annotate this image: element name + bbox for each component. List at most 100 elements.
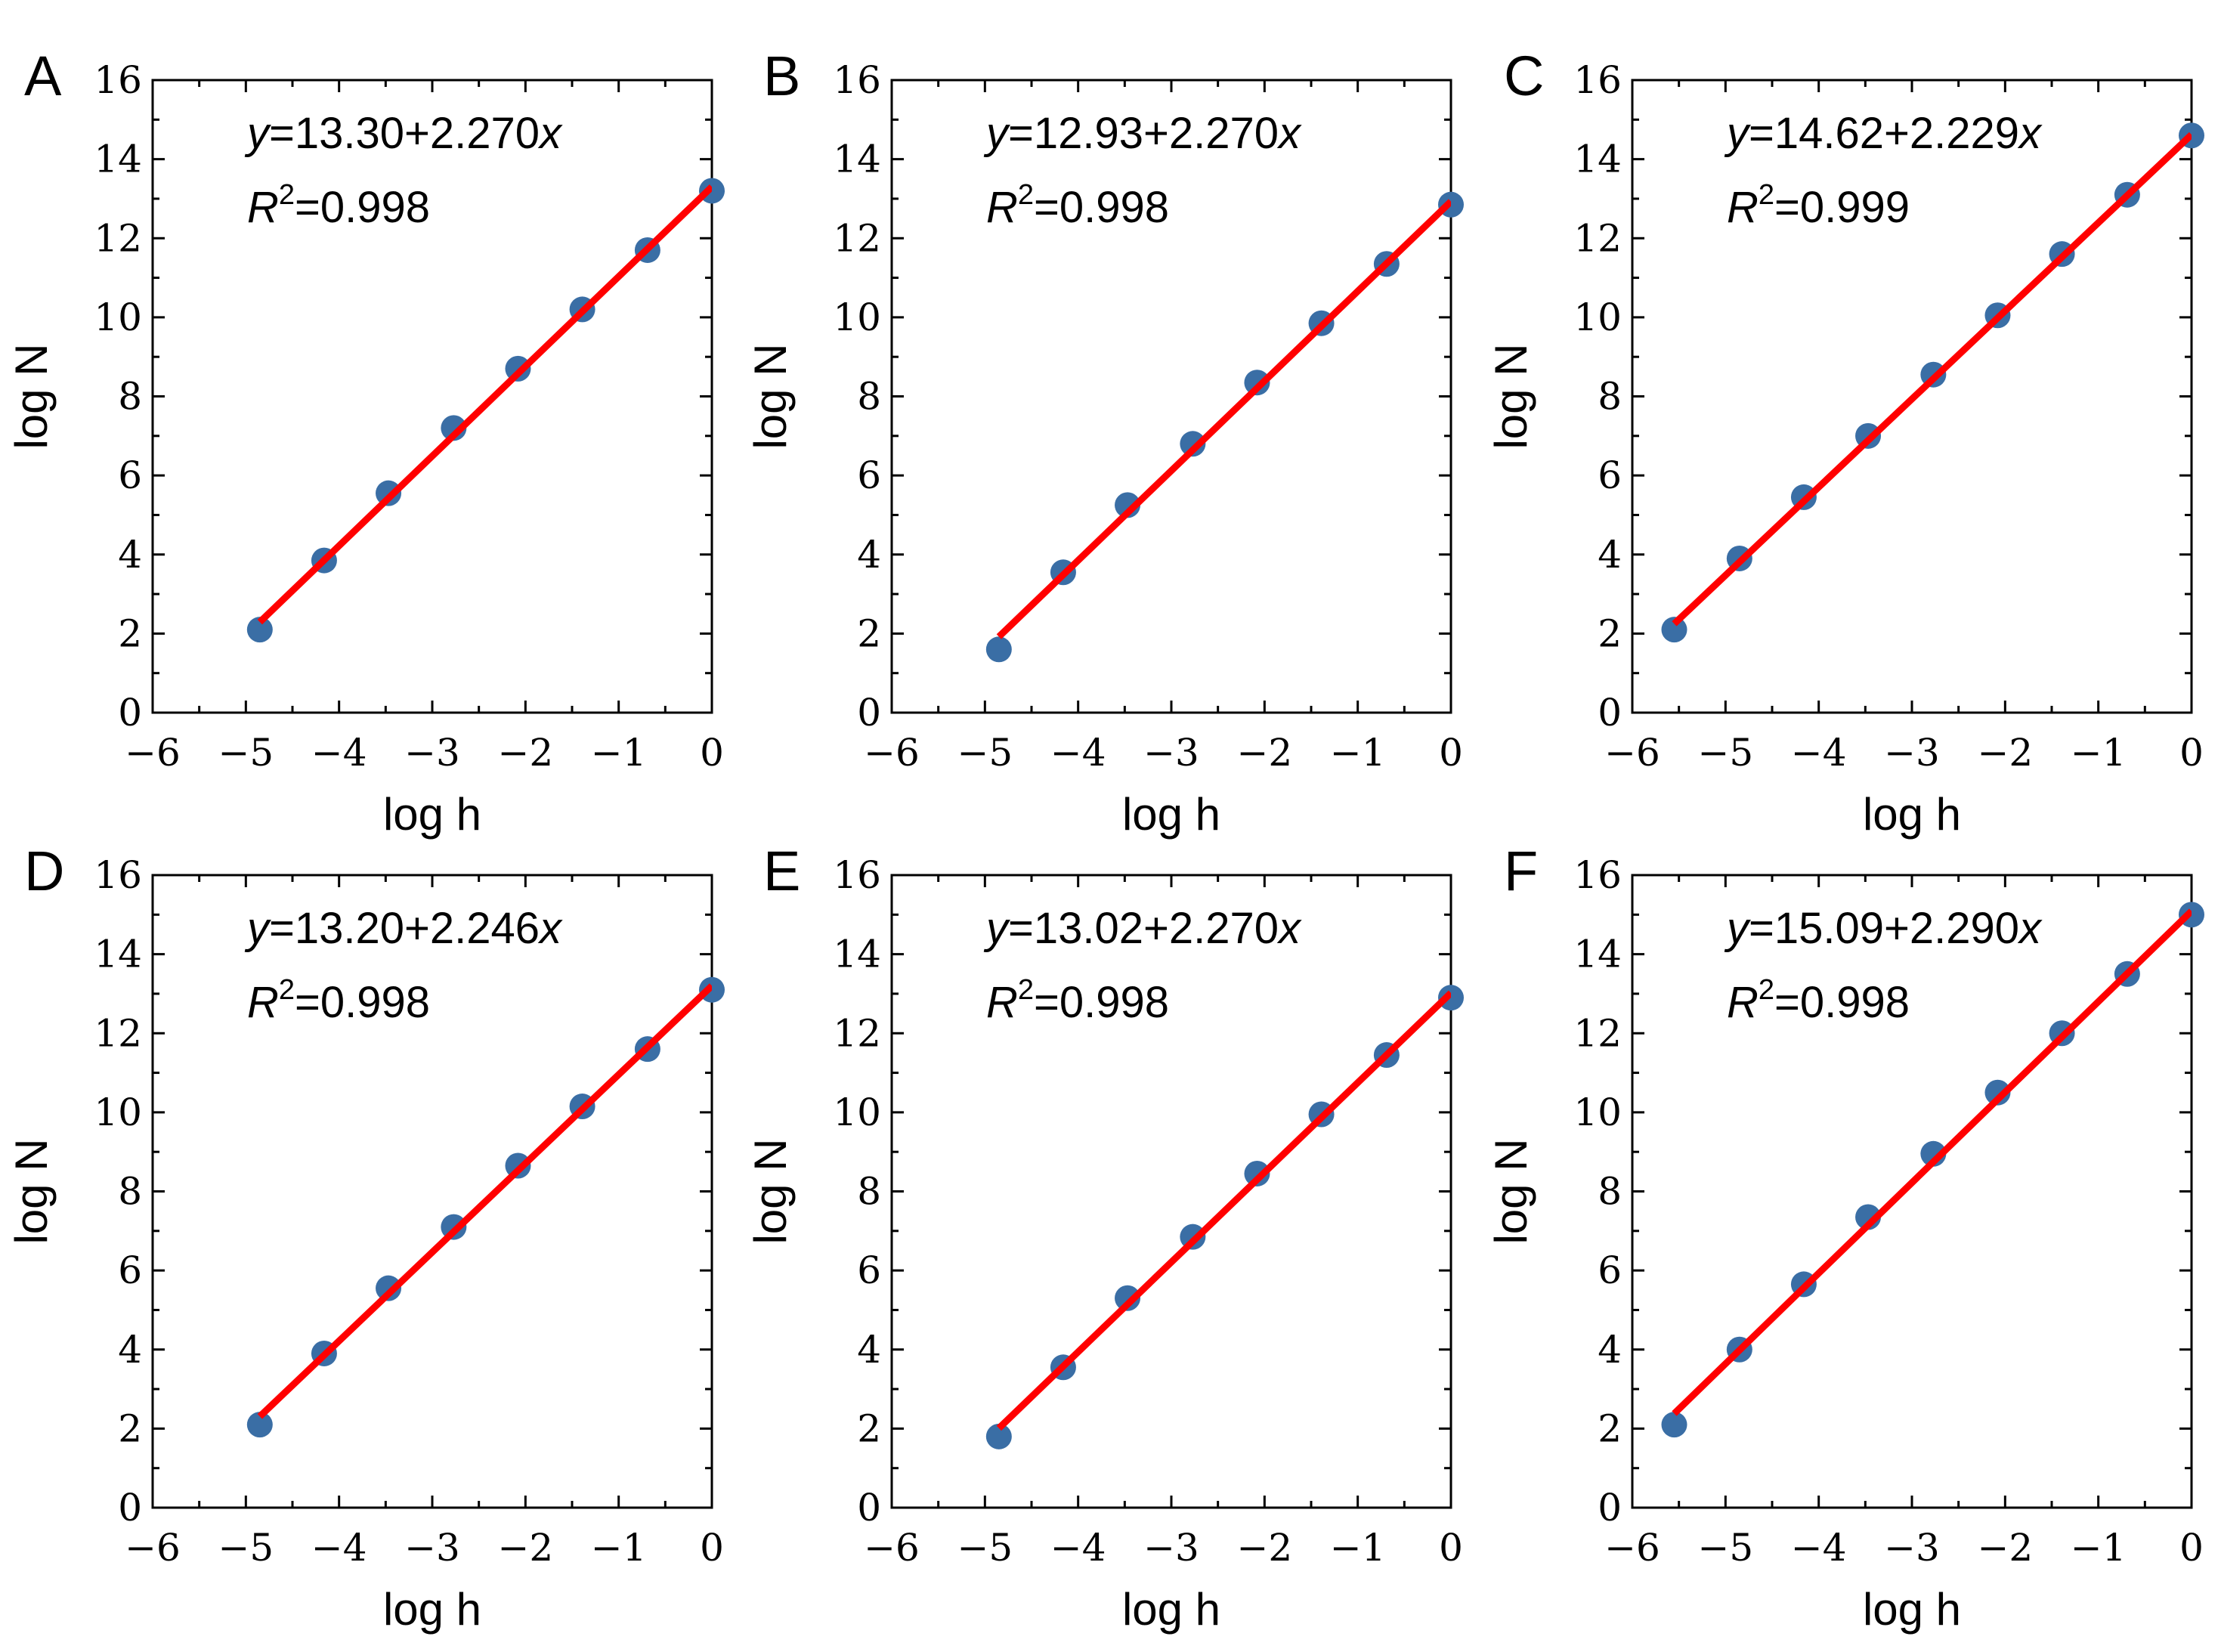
plot-frame [890,79,1452,714]
x-tick-label: 0 [1439,731,1463,775]
panel-label: A [24,45,62,107]
fit-equation: y=15.09+2.290x [1724,904,2043,953]
y-tick-label: 2 [1598,1406,1622,1450]
y-axis-label: log N [1486,1138,1536,1244]
data-point [441,415,467,441]
x-tick-label: −2 [1236,1526,1292,1570]
y-tick-label: 4 [857,533,881,577]
eq-y: y [1724,109,1751,158]
r-squared: R2=0.998 [247,179,430,232]
data-point [985,636,1012,663]
y-tick-label: 16 [1573,853,1622,897]
x-tick-label: −4 [1791,1526,1847,1570]
y-tick-label: 10 [833,1091,881,1134]
fit-line [257,184,712,625]
y-tick-label: 8 [1598,1170,1622,1214]
y-tick-label: 16 [94,58,142,102]
r2-sup: 2 [279,179,295,211]
y-tick-label: 4 [1598,1328,1622,1372]
x-tick-label: 0 [1439,1526,1463,1570]
eq-rhs: =12.93+2.270 [1008,109,1279,158]
x-tick-label: −6 [125,731,181,775]
r2-value: =0.998 [295,978,430,1027]
plot-frame [151,79,713,714]
panel-label: B [763,45,800,107]
panel-d: D −6 −5 −4 −3 −2 −1 0 0 2 4 6 8 10 12 14 16 log h log N y=1… [6,840,725,1635]
y-tick-label: 10 [94,295,142,339]
x-tick-label: −3 [1884,1526,1940,1570]
eq-rhs: =15.09+2.290 [1749,904,2019,953]
x-tick-label: 0 [2179,1526,2204,1570]
y-tick-label: 14 [94,933,142,976]
x-axis-label: log h [1863,789,1961,840]
x-axis-label: log h [1122,1584,1220,1635]
y-tick-label: 0 [1598,1486,1622,1530]
eq-y: y [244,109,271,158]
x-tick-label: −1 [591,731,647,775]
y-tick-label: 16 [1573,58,1622,102]
x-tick-label: −6 [1604,1526,1660,1570]
y-tick-label: 12 [833,216,881,260]
data-point [985,1423,1012,1449]
y-tick-label: 8 [118,1170,142,1214]
data-point [246,617,273,643]
x-tick-label: −1 [1330,1526,1386,1570]
data-point [1244,370,1270,396]
fit-line [1672,908,2192,1416]
r2-value: =0.998 [1034,978,1169,1027]
x-tick-label: −4 [1791,731,1847,775]
y-tick-label: 12 [1573,1011,1622,1055]
x-tick-label: 0 [700,1526,724,1570]
eq-rhs: =13.30+2.270 [269,109,540,158]
r2-value: =0.998 [295,183,430,232]
y-axis-label: log N [6,1138,57,1244]
data-point [1244,1160,1270,1186]
y-tick-label: 14 [1573,138,1622,181]
panel-e: E −6 −5 −4 −3 −2 −1 0 0 2 4 6 8 10 12 14 16 log h log N y=1… [745,840,1464,1635]
eq-x: x [1276,904,1302,953]
y-tick-label: 4 [857,1328,881,1372]
r2-r: R [986,183,1018,232]
x-tick-label: −1 [591,1526,647,1570]
x-tick-label: −1 [2071,1526,2127,1570]
y-tick-label: 2 [118,611,142,655]
y-tick-label: 2 [1598,611,1622,655]
r2-value: =0.998 [1034,183,1169,232]
plot-frame [1631,874,2193,1509]
plot-frame [151,874,713,1509]
y-tick-label: 14 [94,138,142,181]
y-tick-label: 0 [118,691,142,735]
y-tick-label: 8 [118,375,142,419]
eq-x: x [537,109,563,158]
x-axis-label: log h [383,1584,481,1635]
y-axis-label: log N [1486,343,1536,449]
y-tick-label: 2 [118,1406,142,1450]
data-point [1115,492,1141,518]
panel-b: B −6 −5 −4 −3 −2 −1 0 0 2 4 6 8 10 12 14 16 log h log N y=1… [745,45,1464,840]
x-tick-label: −3 [1143,731,1199,775]
panel-c: C −6 −5 −4 −3 −2 −1 0 0 2 4 6 8 10 12 14 16 log h log N y=1… [1486,45,2204,840]
y-tick-label: 8 [857,1170,881,1214]
x-tick-label: −5 [957,731,1013,775]
eq-rhs: =14.62+2.229 [1749,109,2019,158]
x-tick-label: −6 [1604,731,1660,775]
data-point [1661,1412,1687,1438]
panel-label: F [1504,840,1538,902]
data-point [1438,985,1464,1011]
eq-rhs: =13.02+2.270 [1008,904,1279,953]
y-axis-label: log N [745,1138,796,1244]
r-squared: R2=0.998 [1727,974,1910,1027]
fit-line [1672,131,2192,626]
x-tick-label: −6 [125,1526,181,1570]
panel-f: F −6 −5 −4 −3 −2 −1 0 0 2 4 6 8 10 12 14 16 log h log N y=1… [1486,840,2204,1635]
r-squared: R2=0.998 [247,974,430,1027]
fit-equation: y=12.93+2.270x [983,109,1302,158]
eq-x: x [1276,109,1302,158]
panel-label: D [24,840,64,902]
y-tick-label: 4 [1598,533,1622,577]
y-tick-label: 10 [94,1091,142,1134]
r2-sup: 2 [1018,974,1034,1006]
fit-equation: y=13.20+2.246x [244,904,563,953]
x-tick-label: −2 [1977,731,2033,775]
y-tick-label: 0 [1598,691,1622,735]
